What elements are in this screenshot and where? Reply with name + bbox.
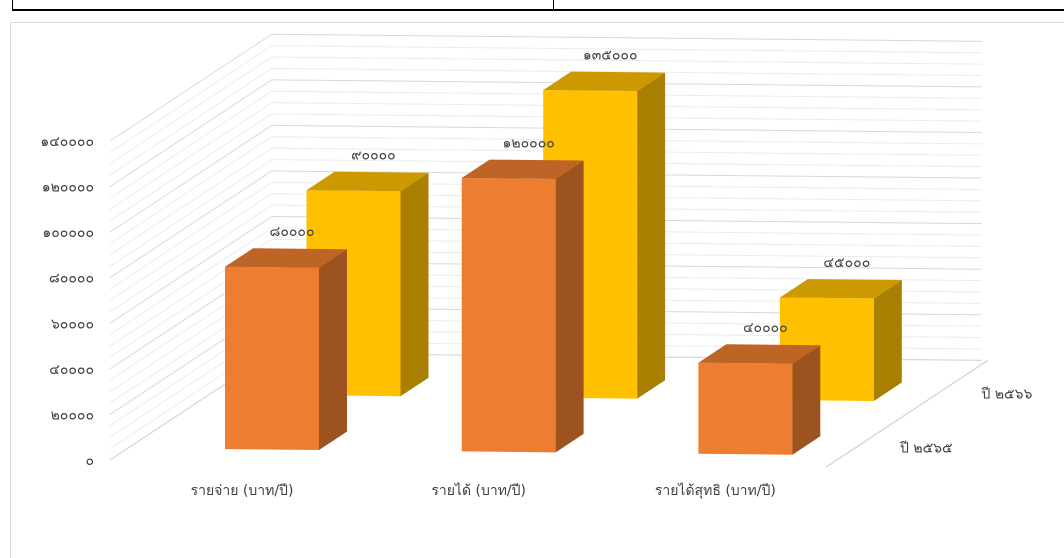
data-label: ๔๕๐๐๐ <box>823 255 870 271</box>
gridline-left-wall <box>109 90 273 199</box>
gridline-left-wall <box>109 193 273 301</box>
x-tick-label: รายได้สุทธิ (บาท/ปี) <box>655 482 776 499</box>
gridline-left-wall <box>109 45 273 153</box>
gridline-left-wall <box>109 147 273 256</box>
bar-2-series-0 <box>698 344 821 455</box>
gridline-left-wall <box>109 56 273 165</box>
bar-front-face <box>461 178 556 453</box>
gridline-back-wall <box>271 67 982 77</box>
gridline-left-wall <box>109 113 273 222</box>
bar-side-face <box>400 172 429 397</box>
bar-top-face <box>779 279 902 299</box>
bar-side-face <box>637 72 666 399</box>
gridline-left-wall <box>109 227 273 336</box>
bar-top-face <box>543 71 666 91</box>
depth-axis-line <box>825 359 989 468</box>
y-tick-label: ๐ <box>85 453 94 469</box>
gridline-left-wall <box>109 170 273 279</box>
bar-top-face <box>698 344 821 364</box>
gridline-left-wall <box>109 33 273 142</box>
bar-side-face <box>319 249 347 450</box>
gridline-back-wall <box>271 45 982 54</box>
y-tick-label: ๑๔๐๐๐๐ <box>40 134 94 150</box>
table-border-top <box>0 0 1064 12</box>
chart-frame <box>10 22 1064 558</box>
table-cell-right <box>553 0 1064 11</box>
gridline-left-wall <box>109 124 273 233</box>
data-label: ๑๓๕๐๐๐ <box>583 47 638 63</box>
gridline-left-wall <box>109 79 273 187</box>
depth-tick-label: ปี ๒๕๖๕ <box>900 440 953 456</box>
x-tick-label: รายได้ (บาท/ปี) <box>431 482 526 499</box>
y-tick-label: ๖๐๐๐๐ <box>51 316 94 332</box>
gridline-left-wall <box>109 159 273 267</box>
x-axis-ticks: รายจ่าย (บาท/ปี) รายได้ (บาท/ปี) รายได้สุท… <box>191 482 776 499</box>
data-label: ๑๒๐๐๐๐ <box>503 135 555 151</box>
table-cell-left <box>12 0 554 11</box>
bar-side-face <box>873 280 902 401</box>
data-label: ๙๐๐๐๐ <box>351 147 395 163</box>
gridline-left-wall <box>109 68 273 176</box>
bar-side-face <box>555 160 584 453</box>
gridline-left-wall <box>109 204 273 313</box>
data-label: ๘๐๐๐๐ <box>270 224 315 240</box>
gridline-back-wall <box>271 33 982 42</box>
gridline-back-wall <box>271 56 982 65</box>
x-tick-label: รายจ่าย (บาท/ปี) <box>191 483 294 499</box>
gridline-left-wall <box>109 102 273 210</box>
chart-bars <box>225 71 902 455</box>
bar-front-face <box>225 266 319 450</box>
y-tick-label: ๑๒๐๐๐๐ <box>42 180 94 196</box>
gridline-left-wall <box>109 216 273 324</box>
bar-side-face <box>792 345 821 455</box>
y-tick-label: ๔๐๐๐๐ <box>49 362 94 378</box>
data-label: ๔๐๐๐๐ <box>743 320 788 336</box>
bar-top-face <box>225 248 347 268</box>
bar-front-face <box>698 362 793 455</box>
gridline-left-wall <box>109 181 273 290</box>
depth-axis-ticks: ปี ๒๕๖๕ ปี ๒๕๖๖ <box>900 387 1033 457</box>
depth-tick-label: ปี ๒๕๖๖ <box>981 387 1033 403</box>
bar-top-face <box>461 159 584 179</box>
y-tick-label: ๑๐๐๐๐๐ <box>42 225 94 241</box>
y-axis-ticks: ๐ ๒๐๐๐๐ ๔๐๐๐๐ ๖๐๐๐๐ ๘๐๐๐๐ ๑๐๐๐๐๐ ๑๒๐๐๐๐ ๑๔๐๐๐๐ <box>40 134 94 469</box>
bar-top-face <box>306 171 429 192</box>
gridline-left-wall <box>109 136 273 244</box>
y-tick-label: ๒๐๐๐๐ <box>51 407 94 423</box>
bar-0-series-0 <box>225 248 347 450</box>
bar-1-series-0 <box>461 159 584 453</box>
y-tick-label: ๘๐๐๐๐ <box>49 271 94 287</box>
